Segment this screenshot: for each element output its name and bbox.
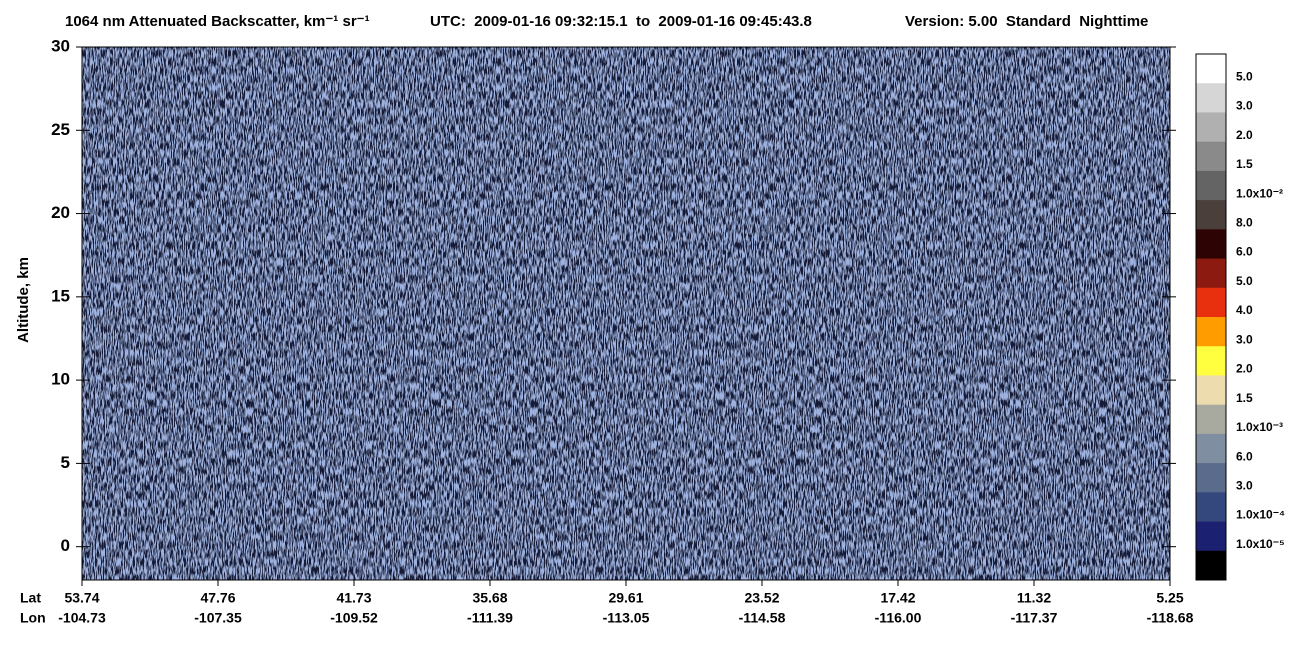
colorbar-swatch [1196, 550, 1226, 581]
colorbar-swatch [1196, 54, 1226, 84]
colorbar-label: 1.0x10⁻³ [1236, 420, 1283, 434]
lat-label: 29.61 [608, 590, 643, 606]
lat-label: 11.32 [1017, 590, 1051, 606]
y-tick-label: 15 [51, 286, 70, 305]
colorbar-swatch [1196, 404, 1226, 435]
colorbar-label: 3.0 [1236, 332, 1253, 346]
colorbar-label: 6.0 [1236, 245, 1253, 259]
colorbar-swatch [1196, 170, 1226, 201]
lat-label: 41.73 [336, 590, 371, 606]
colorbar-label: 1.0x10⁻⁴ [1236, 508, 1285, 522]
lon-label: -111.39 [467, 610, 513, 626]
colorbar-label: 2.0 [1236, 128, 1253, 142]
y-tick-label: 25 [51, 120, 70, 139]
colorbar-swatch [1196, 433, 1226, 464]
y-tick-label: 20 [51, 203, 70, 222]
colorbar-label: 1.0x10⁻⁵ [1236, 537, 1285, 551]
chart-title: 1064 nm Attenuated Backscatter, km⁻¹ sr⁻… [65, 13, 370, 30]
colorbar-swatch [1196, 258, 1226, 289]
colorbar-label: 3.0 [1236, 479, 1253, 493]
lat-label: 35.68 [472, 590, 507, 606]
y-tick-label: 30 [51, 36, 70, 55]
colorbar-swatch [1196, 375, 1226, 406]
lat-label: 53.74 [64, 590, 99, 606]
lat-label: 5.25 [1156, 590, 1183, 606]
y-tick-label: 5 [61, 453, 70, 472]
colorbar-label: 1.5 [1236, 391, 1253, 405]
colorbar-label: 3.0 [1236, 99, 1253, 113]
lat-label: 47.76 [200, 590, 235, 606]
lat-label: 17.42 [880, 590, 915, 606]
y-tick-label: 10 [51, 370, 70, 389]
colorbar-label: 5.0 [1236, 274, 1253, 288]
colorbar-swatch [1196, 463, 1226, 493]
colorbar-frame [1195, 53, 1227, 581]
colorbar-swatch [1196, 112, 1226, 143]
colorbar-swatch [1196, 346, 1226, 376]
colorbar-swatch [1196, 317, 1226, 347]
colorbar-label: 2.0 [1236, 362, 1253, 376]
lon-label: -118.68 [1147, 610, 1194, 626]
colorbar-label: 6.0 [1236, 449, 1253, 463]
lon-label: -114.58 [739, 610, 786, 626]
colorbar-swatch [1196, 141, 1226, 172]
version: Version: 5.00 Standard Nighttime [905, 13, 1148, 30]
time-range: UTC: 2009-01-16 09:32:15.1 to 2009-01-16… [430, 13, 812, 30]
lon-label: -104.73 [58, 610, 106, 626]
y-axis-label: Altitude, km [15, 257, 32, 343]
colorbar-swatch [1196, 521, 1226, 552]
colorbar-swatch [1196, 200, 1226, 230]
y-tick-label: 0 [61, 536, 70, 555]
lon-row-label: Lon [20, 610, 46, 626]
backscatter-field [82, 47, 1170, 580]
lon-label: -107.35 [194, 610, 242, 626]
lat-label: 23.52 [744, 590, 779, 606]
colorbar-swatch [1196, 492, 1226, 523]
lon-label: -113.05 [603, 610, 650, 626]
colorbar-swatch [1196, 287, 1226, 318]
colorbar-swatch [1196, 83, 1226, 113]
colorbar-swatch [1196, 229, 1226, 260]
colorbar-label: 8.0 [1236, 216, 1253, 230]
lon-label: -117.37 [1011, 610, 1058, 626]
lat-row-label: Lat [20, 590, 41, 606]
lon-label: -109.52 [330, 610, 378, 626]
colorbar-label: 1.5 [1236, 157, 1253, 171]
colorbar-label: 4.0 [1236, 303, 1253, 317]
colorbar-label: 5.0 [1236, 69, 1253, 83]
colorbar-label: 1.0x10⁻² [1236, 186, 1283, 200]
lon-label: -116.00 [875, 610, 922, 626]
